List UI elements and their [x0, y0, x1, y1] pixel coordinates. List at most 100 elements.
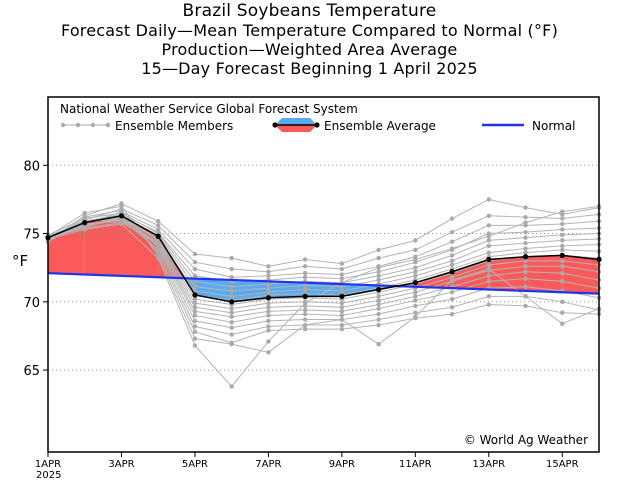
ensemble-member-point	[192, 273, 198, 279]
ensemble-member-point	[339, 272, 345, 277]
ensemble-member-point	[82, 210, 87, 216]
ensemble-member-point	[486, 302, 491, 307]
ensemble-member-point	[339, 300, 345, 306]
ensemble-member-point	[376, 269, 381, 274]
ensemble-average-point	[522, 254, 529, 260]
ensemble-member-point	[560, 299, 565, 305]
y-tick-label: 70	[23, 296, 40, 311]
ensemble-member-point	[302, 322, 308, 328]
ensemble-member-point	[560, 247, 565, 253]
ensemble-member-point	[560, 270, 565, 276]
ensemble-member-point	[266, 273, 271, 279]
legend-members-dot	[60, 122, 66, 128]
legend-average-warm-swatch	[275, 125, 317, 132]
ensemble-member-line	[47, 219, 600, 301]
x-tick-label: 11APR	[399, 459, 432, 470]
legend-average-cool-swatch	[275, 118, 317, 125]
ensemble-member-point	[266, 300, 271, 306]
ensemble-member-point	[82, 227, 87, 232]
ensemble-average-point	[118, 213, 125, 219]
ensemble-member-point	[229, 266, 234, 272]
ensemble-member-point	[266, 318, 271, 324]
chart-subtitle-2: Production—Weighted Area Average	[161, 40, 458, 59]
ensemble-member-point	[302, 326, 308, 332]
ensemble-member-point	[229, 320, 234, 325]
ensemble-member-point	[376, 322, 381, 328]
legend-average-label: Ensemble Average	[324, 119, 436, 133]
ensemble-member-point	[413, 303, 418, 309]
ensemble-member-point	[339, 288, 345, 294]
ensemble-member-point	[339, 317, 345, 322]
ensemble-average-line	[47, 215, 600, 303]
ensemble-average-point	[376, 286, 382, 293]
legend-normal-label: Normal	[532, 119, 575, 133]
ensemble-member-point	[192, 313, 198, 318]
ensemble-member-point	[339, 326, 345, 332]
ensemble-member-point	[376, 298, 381, 303]
ensemble-member-point	[449, 305, 455, 310]
ensemble-member-line	[47, 211, 600, 278]
ensemble-average-layer	[45, 213, 602, 305]
ensemble-member-point	[229, 310, 234, 315]
legend-average-dot	[314, 122, 320, 128]
ensemble-member-point	[413, 265, 418, 270]
legend-title: National Weather Service Global Forecast…	[60, 102, 358, 116]
ensemble-member-point	[523, 205, 528, 210]
ensemble-member-point	[413, 314, 418, 320]
legend-members-dot	[105, 122, 111, 128]
ensemble-member-point	[376, 311, 381, 317]
ensemble-member-point	[229, 284, 234, 289]
ensemble-member-point	[229, 288, 234, 294]
legend: National Weather Service Global Forecast…	[60, 102, 575, 133]
ensemble-average-point	[229, 299, 235, 305]
ensemble-member-point	[229, 294, 234, 299]
chart-subtitle-1: Forecast Daily—Mean Temperature Compared…	[60, 21, 559, 40]
ensemble-member-point	[560, 243, 565, 249]
y-tick-label: 75	[23, 228, 40, 243]
ensemble-member-point	[229, 325, 234, 330]
ensemble-member-point	[449, 216, 455, 221]
ensemble-member-point	[523, 240, 528, 246]
ensemble-member-point	[413, 257, 418, 262]
ensemble-member-point	[486, 234, 491, 239]
ensemble-member-line	[47, 205, 600, 353]
ensemble-member-point	[523, 214, 528, 220]
ensemble-member-point	[486, 223, 491, 228]
ensemble-member-point	[192, 296, 198, 302]
ensemble-members-layer	[45, 197, 602, 389]
ensemble-average-point	[559, 252, 565, 258]
normal-layer	[47, 272, 600, 295]
ensemble-member-point	[560, 238, 565, 243]
ensemble-member-line	[47, 219, 600, 323]
ensemble-member-line	[47, 198, 600, 267]
ensemble-member-point	[523, 220, 528, 225]
ensemble-member-point	[266, 305, 271, 310]
legend-members-dot	[90, 122, 96, 128]
ensemble-member-point	[192, 329, 198, 335]
ensemble-member-point	[486, 266, 491, 272]
ensemble-member-point	[560, 216, 565, 221]
ensemble-member-point	[413, 238, 418, 243]
ensemble-average-point	[486, 256, 492, 263]
ensemble-member-point	[560, 279, 565, 284]
ensemble-member-point	[266, 281, 271, 287]
ensemble-member-point	[560, 321, 565, 326]
ensemble-member-point	[560, 264, 565, 269]
ensemble-member-point	[413, 273, 418, 279]
ensemble-member-point	[523, 246, 528, 251]
ensemble-member-point	[523, 229, 528, 235]
x-tick-label: 5APR	[182, 459, 208, 470]
chart-title: Brazil Soybeans Temperature	[182, 1, 437, 21]
ensemble-member-point	[192, 284, 198, 289]
ensemble-member-point	[560, 232, 565, 238]
ensemble-member-point	[376, 294, 381, 299]
ensemble-member-point	[376, 255, 381, 261]
ensemble-member-point	[560, 209, 565, 214]
ensemble-member-point	[266, 264, 271, 269]
y-tick-label: 80	[23, 159, 40, 174]
ensemble-member-point	[339, 261, 345, 266]
ensemble-member-point	[339, 322, 345, 328]
ensemble-member-point	[449, 296, 455, 302]
ensemble-member-point	[192, 324, 198, 329]
